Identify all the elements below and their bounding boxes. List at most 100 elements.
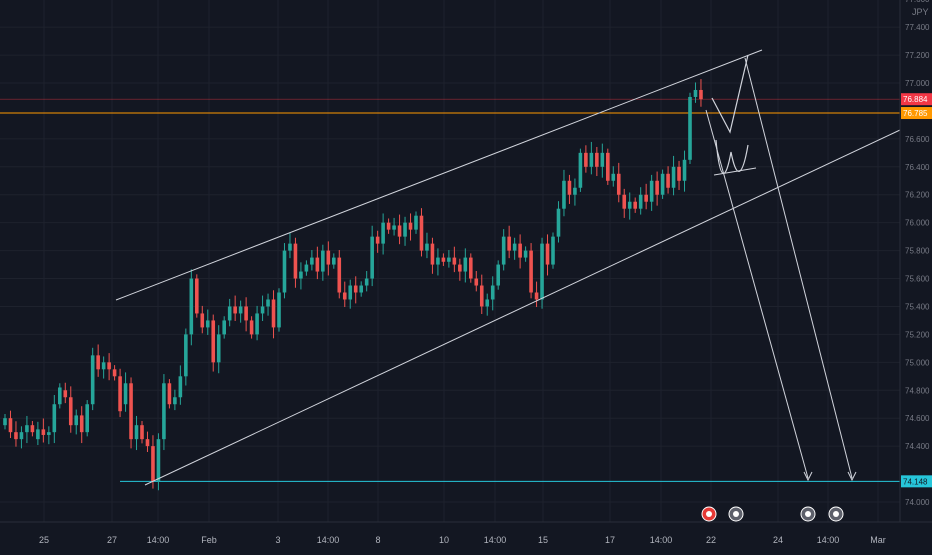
candle[interactable] [595,146,599,177]
candle[interactable] [660,169,665,199]
trend-line[interactable] [744,57,853,479]
price-axis-panel[interactable] [900,0,932,522]
candle[interactable] [616,162,621,203]
candle[interactable] [299,262,303,290]
candle[interactable] [140,420,144,444]
time-axis-panel[interactable] [0,522,932,550]
candle[interactable] [348,279,353,309]
candle[interactable] [463,248,468,283]
candle[interactable] [682,150,687,192]
candle[interactable] [458,258,462,281]
candle[interactable] [255,305,259,341]
candle[interactable] [562,169,566,217]
candle[interactable] [551,232,555,269]
candle[interactable] [490,276,495,311]
candle[interactable] [370,225,374,287]
candle[interactable] [129,377,133,449]
candle[interactable] [622,188,627,218]
candle[interactable] [359,281,363,297]
candle[interactable] [671,155,676,196]
candle[interactable] [3,414,7,430]
candle[interactable] [14,421,18,447]
candle[interactable] [167,379,172,409]
candle[interactable] [430,237,435,274]
candle[interactable] [611,166,616,187]
candle[interactable] [523,246,528,262]
candle[interactable] [8,410,13,439]
candle[interactable] [315,246,320,280]
candle[interactable] [688,92,692,165]
candle[interactable] [332,253,336,269]
candle[interactable] [469,253,473,283]
economic-event-icon[interactable] [728,506,744,522]
candle[interactable] [277,288,281,332]
candle[interactable] [112,365,117,381]
candle[interactable] [512,237,517,260]
candle[interactable] [173,389,177,411]
candle[interactable] [74,409,79,435]
candle[interactable] [485,293,490,316]
candle[interactable] [304,260,309,276]
candle[interactable] [321,244,325,281]
candle[interactable] [145,431,150,452]
candle[interactable] [238,300,243,323]
candle[interactable] [567,174,572,204]
candle[interactable] [36,421,40,446]
candle[interactable] [271,290,276,339]
candle[interactable] [200,305,205,334]
candle[interactable] [518,234,522,269]
candle[interactable] [452,246,457,273]
candle[interactable] [666,166,670,194]
flag-event-icon[interactable] [701,506,717,522]
candle[interactable] [397,214,402,245]
drawings[interactable] [115,49,901,486]
economic-event-icon[interactable] [800,506,816,522]
candle[interactable] [600,143,605,178]
candle[interactable] [589,141,594,175]
trend-line[interactable] [144,129,901,486]
candle[interactable] [392,217,396,236]
trend-line[interactable] [115,49,763,301]
candle[interactable] [573,178,577,206]
candle[interactable] [178,365,183,405]
candle[interactable] [30,420,35,437]
candle[interactable] [337,250,342,299]
candle[interactable] [693,82,698,103]
candle[interactable] [90,347,95,411]
candle[interactable] [293,237,298,288]
candle[interactable] [25,415,29,444]
candle[interactable] [606,148,610,185]
candle[interactable] [123,372,128,412]
candle[interactable] [447,250,451,268]
candle[interactable] [216,325,221,374]
candle[interactable] [282,243,287,299]
candle[interactable] [107,353,111,381]
event-icons[interactable] [701,506,844,522]
candle[interactable] [310,250,314,271]
candle[interactable] [501,229,506,271]
candle[interactable] [534,281,539,308]
candle[interactable] [151,435,155,489]
candle[interactable] [118,368,122,418]
candle[interactable] [101,356,106,379]
candle[interactable] [633,197,637,213]
candle[interactable] [195,274,199,318]
candle[interactable] [644,183,648,210]
candle[interactable] [162,374,166,451]
candle[interactable] [266,293,270,316]
candle[interactable] [63,382,68,404]
candle[interactable] [342,281,347,308]
candle[interactable] [288,232,292,259]
candle[interactable] [540,237,544,309]
candle[interactable] [655,171,659,206]
candle[interactable] [414,211,418,234]
candle[interactable] [408,213,413,241]
neckline-drawing[interactable] [713,167,757,176]
candle[interactable] [529,243,533,299]
candle[interactable] [189,269,194,346]
candle[interactable] [649,174,654,211]
candle[interactable] [211,314,216,372]
candle[interactable] [419,208,424,257]
